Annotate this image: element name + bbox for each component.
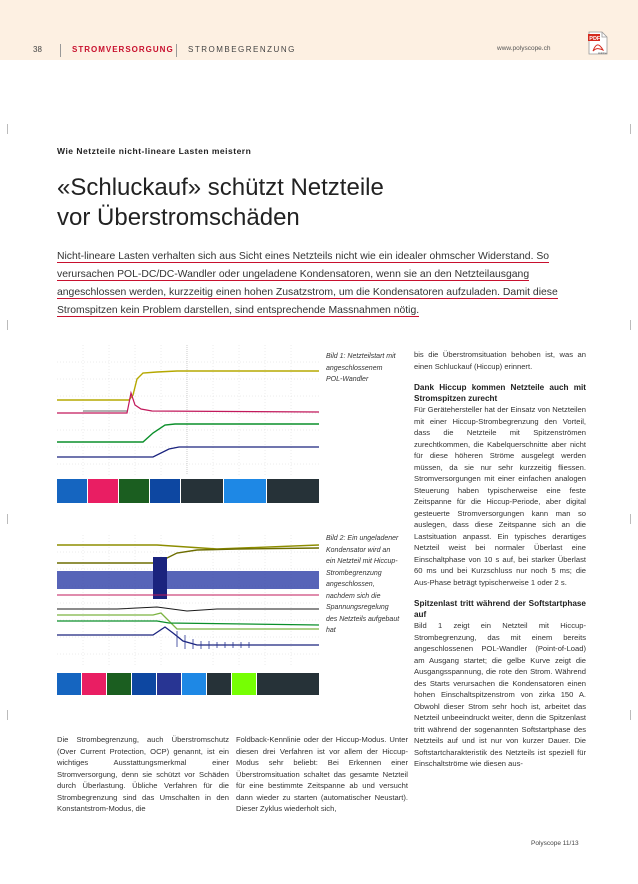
article-kicker: Wie Netzteile nicht-lineare Lasten meist…: [57, 146, 252, 156]
body-paragraph: Für Gerätehersteller hat der Einsatz von…: [414, 405, 586, 587]
body-paragraph: bis die Überstromsituation behoben ist, …: [414, 350, 586, 371]
crop-mark: [630, 320, 631, 330]
body-column-1: Die Strombegrenzung, auch Überstromschut…: [57, 734, 229, 815]
figure-2-caption: Bild 2: Ein ungeladener Kondensator wird…: [326, 535, 400, 634]
subheading: Spitzenlast tritt während der Softstartp…: [414, 599, 586, 619]
header-divider: [60, 44, 61, 57]
header-band: [0, 0, 638, 60]
title-line-1: «Schluckauf» schützt Netzteile: [57, 174, 384, 201]
pdf-label: PDF: [589, 36, 601, 42]
page-number: 38: [33, 45, 42, 54]
crop-mark: [7, 710, 8, 720]
article-lead: Nicht-lineare Lasten verhalten sich aus …: [57, 248, 585, 320]
section-label: STROMVERSORGUNG: [72, 45, 174, 54]
figure-1-oscilloscope: [57, 345, 319, 525]
body-paragraph: Bild 1 zeigt ein Netzteil mit Hiccup-Str…: [414, 621, 586, 768]
title-line-2: vor Überstromschäden: [57, 204, 300, 231]
site-url[interactable]: www.polyscope.ch: [497, 45, 551, 52]
crop-mark: [7, 514, 8, 524]
lead-text: Nicht-lineare Lasten verhalten sich aus …: [57, 251, 558, 317]
page-footer: Polyscope 11/13: [531, 840, 579, 847]
figure-1-caption: Bild 1: Netzteilstart mit angeschlossene…: [326, 353, 396, 383]
pdf-sublabel: Adobe: [598, 51, 607, 55]
subsection-label: STROMBEGRENZUNG: [188, 45, 296, 54]
body-paragraph: Foldback-Kennlinie oder der Hiccup-Modus…: [236, 735, 408, 813]
crop-mark: [7, 124, 8, 134]
crop-mark: [7, 320, 8, 330]
crop-mark: [630, 710, 631, 720]
pdf-download-icon[interactable]: PDF Adobe: [588, 31, 608, 55]
crop-mark: [630, 514, 631, 524]
body-column-2: Foldback-Kennlinie oder der Hiccup-Modus…: [236, 734, 408, 815]
subheading: Dank Hiccup kommen Netzteile auch mit St…: [414, 383, 586, 403]
body-paragraph: Die Strombegrenzung, auch Überstromschut…: [57, 735, 229, 813]
article-title: «Schluckauf» schützt Netzteile vor Übers…: [57, 173, 384, 233]
crop-mark: [630, 124, 631, 134]
body-column-3: bis die Überstromsituation behoben ist, …: [414, 349, 586, 770]
header-divider: [176, 44, 177, 57]
figure-2-oscilloscope: [57, 535, 319, 715]
